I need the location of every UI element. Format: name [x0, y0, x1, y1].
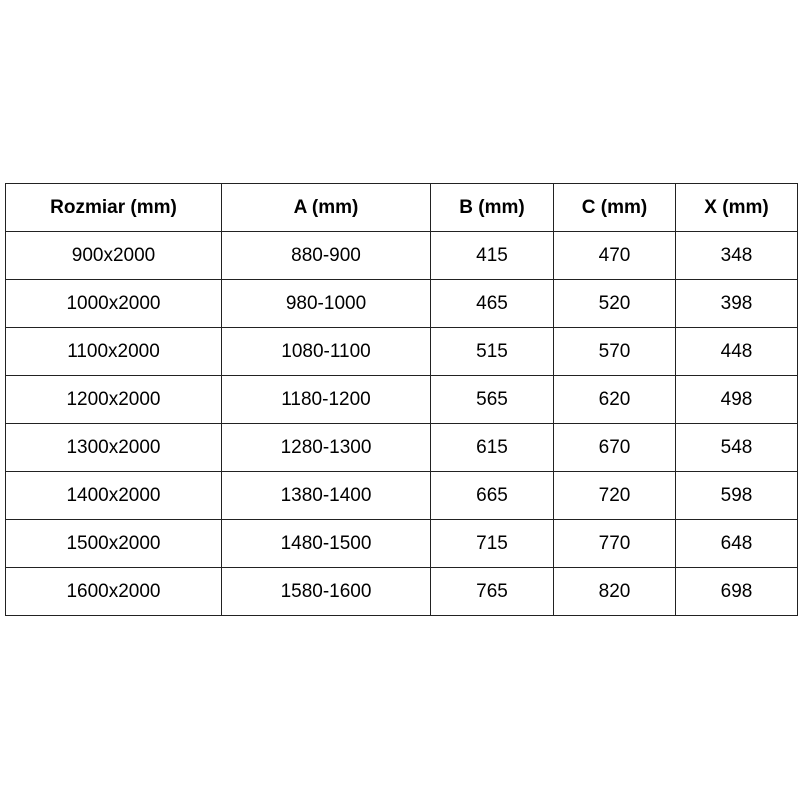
table-cell: 1280-1300: [221, 423, 431, 472]
header-row: Rozmiar (mm) A (mm) B (mm) C (mm) X (mm): [5, 183, 798, 232]
table-row: 1300x2000 1280-1300 615 670 548: [5, 423, 798, 472]
dimensions-table: Rozmiar (mm) A (mm) B (mm) C (mm) X (mm) 900…: [5, 183, 798, 616]
table-row: 1400x2000 1380-1400 665 720 598: [5, 471, 798, 520]
table-cell: 980-1000: [221, 279, 431, 328]
table-cell: 498: [675, 375, 798, 424]
table-cell: 900x2000: [5, 231, 222, 280]
table-cell: 1300x2000: [5, 423, 222, 472]
table-row: 1500x2000 1480-1500 715 770 648: [5, 519, 798, 568]
table-cell: 698: [675, 567, 798, 616]
table-cell: 665: [430, 471, 554, 520]
column-header: B (mm): [430, 183, 554, 232]
table-cell: 448: [675, 327, 798, 376]
table-cell: 1400x2000: [5, 471, 222, 520]
table-cell: 1080-1100: [221, 327, 431, 376]
table-cell: 1100x2000: [5, 327, 222, 376]
table-cell: 515: [430, 327, 554, 376]
table-cell: 620: [553, 375, 676, 424]
column-header: C (mm): [553, 183, 676, 232]
table-cell: 548: [675, 423, 798, 472]
table-row: 1600x2000 1580-1600 765 820 698: [5, 567, 798, 616]
table-cell: 715: [430, 519, 554, 568]
table-cell: 1600x2000: [5, 567, 222, 616]
table-cell: 820: [553, 567, 676, 616]
table-row: 1200x2000 1180-1200 565 620 498: [5, 375, 798, 424]
table-cell: 880-900: [221, 231, 431, 280]
table-cell: 470: [553, 231, 676, 280]
table-cell: 670: [553, 423, 676, 472]
table-cell: 570: [553, 327, 676, 376]
table-cell: 520: [553, 279, 676, 328]
table-cell: 765: [430, 567, 554, 616]
column-header: X (mm): [675, 183, 798, 232]
table-row: 900x2000 880-900 415 470 348: [5, 231, 798, 280]
table-cell: 720: [553, 471, 676, 520]
table-cell: 1180-1200: [221, 375, 431, 424]
table-cell: 1200x2000: [5, 375, 222, 424]
table-row: 1100x2000 1080-1100 515 570 448: [5, 327, 798, 376]
table-cell: 1000x2000: [5, 279, 222, 328]
table-cell: 598: [675, 471, 798, 520]
table-row: 1000x2000 980-1000 465 520 398: [5, 279, 798, 328]
column-header: A (mm): [221, 183, 431, 232]
column-header: Rozmiar (mm): [5, 183, 222, 232]
table-cell: 615: [430, 423, 554, 472]
table-cell: 770: [553, 519, 676, 568]
table-cell: 415: [430, 231, 554, 280]
table-cell: 348: [675, 231, 798, 280]
table-cell: 1380-1400: [221, 471, 431, 520]
table-cell: 565: [430, 375, 554, 424]
table-cell: 648: [675, 519, 798, 568]
table-cell: 1480-1500: [221, 519, 431, 568]
table-cell: 1500x2000: [5, 519, 222, 568]
table-cell: 398: [675, 279, 798, 328]
table-cell: 465: [430, 279, 554, 328]
table-cell: 1580-1600: [221, 567, 431, 616]
